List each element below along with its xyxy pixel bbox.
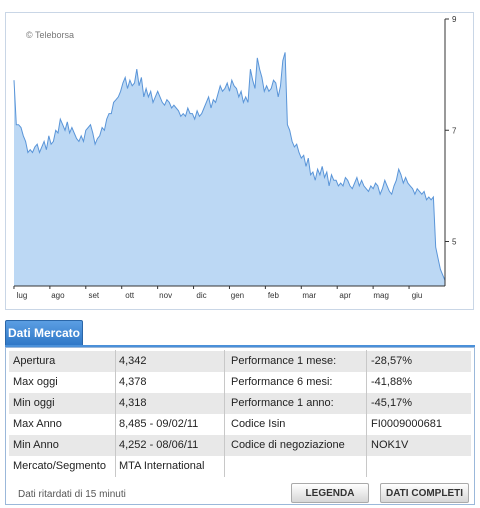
table-row: Max Anno 8,485 - 09/02/11 Codice Isin FI000… [9,414,471,435]
cell-value2: FI0009000681 [371,418,442,430]
column-divider [115,350,116,477]
cell-value2: -28,57% [371,355,412,367]
x-tick-label: giu [412,291,423,300]
x-tick-label: dic [196,291,206,300]
y-tick-label: 5 [452,238,457,247]
cell-label: Min Anno [13,439,59,451]
cell-label: Max oggi [13,376,58,388]
cell-label2: Performance 1 anno: [231,397,334,409]
cell-value2: -41,88% [371,376,412,388]
cell-value2: NOK1V [371,439,409,451]
y-tick-label: 9 [452,15,457,24]
y-tick-label: 7 [452,126,457,135]
x-tick-label: mag [373,291,389,300]
cell-label2: Performance 1 mese: [231,355,337,367]
cell-label: Min oggi [13,397,55,409]
table-row: Apertura 4,342 Performance 1 mese: -28,57% [9,351,471,372]
delay-note: Dati ritardati di 15 minuti [18,489,126,500]
price-area [14,52,445,287]
table-row: Mercato/Segmento MTA International [9,456,471,477]
x-tick-label: mar [302,291,316,300]
cell-label: Max Anno [13,418,62,430]
cell-value: 4,378 [119,376,147,388]
cell-value: MTA International [119,460,205,472]
cell-label: Apertura [13,355,56,367]
x-tick-label: gen [231,291,244,300]
x-tick-label: lug [17,291,28,300]
cell-value: 4,342 [119,355,147,367]
price-chart: © Teleborsa lug ago set ott nov dic gen feb mar a… [5,12,474,310]
x-tick-label: apr [339,291,351,300]
price-line [13,52,446,281]
cell-value: 8,485 - 09/02/11 [119,418,199,430]
x-tick-label: set [88,291,99,300]
table-row: Max oggi 4,378 Performance 6 mesi: -41,88% [9,372,471,393]
column-divider [366,350,367,477]
cell-value2: -45,17% [371,397,412,409]
cell-label2: Performance 6 mesi: [231,376,333,388]
full-data-button[interactable]: DATI COMPLETI [380,483,469,503]
cell-value: 4,252 - 08/06/11 [119,439,199,451]
cell-label: Mercato/Segmento [13,460,106,472]
x-tick-label: ago [51,291,65,300]
x-tick-label: nov [159,291,172,300]
tab-dati-mercato[interactable]: Dati Mercato [5,320,83,346]
cell-label2: Codice Isin [231,418,286,430]
chart-watermark: © Teleborsa [26,30,74,40]
x-tick-label: ott [125,291,135,300]
cell-label2: Codice di negoziazione [231,439,345,451]
price-chart-svg: © Teleborsa lug ago set ott nov dic gen feb mar a… [13,15,457,300]
x-tick-label: feb [268,291,280,300]
market-data-panel: Apertura 4,342 Performance 1 mese: -28,57% M… [5,347,475,505]
column-divider [224,350,225,477]
cell-value: 4,318 [119,397,147,409]
table-row: Min Anno 4,252 - 08/06/11 Codice di negozi… [9,435,471,456]
legend-button[interactable]: LEGENDA [291,483,369,503]
table-row: Min oggi 4,318 Performance 1 anno: -45,17% [9,393,471,414]
tab-underline [5,345,475,348]
